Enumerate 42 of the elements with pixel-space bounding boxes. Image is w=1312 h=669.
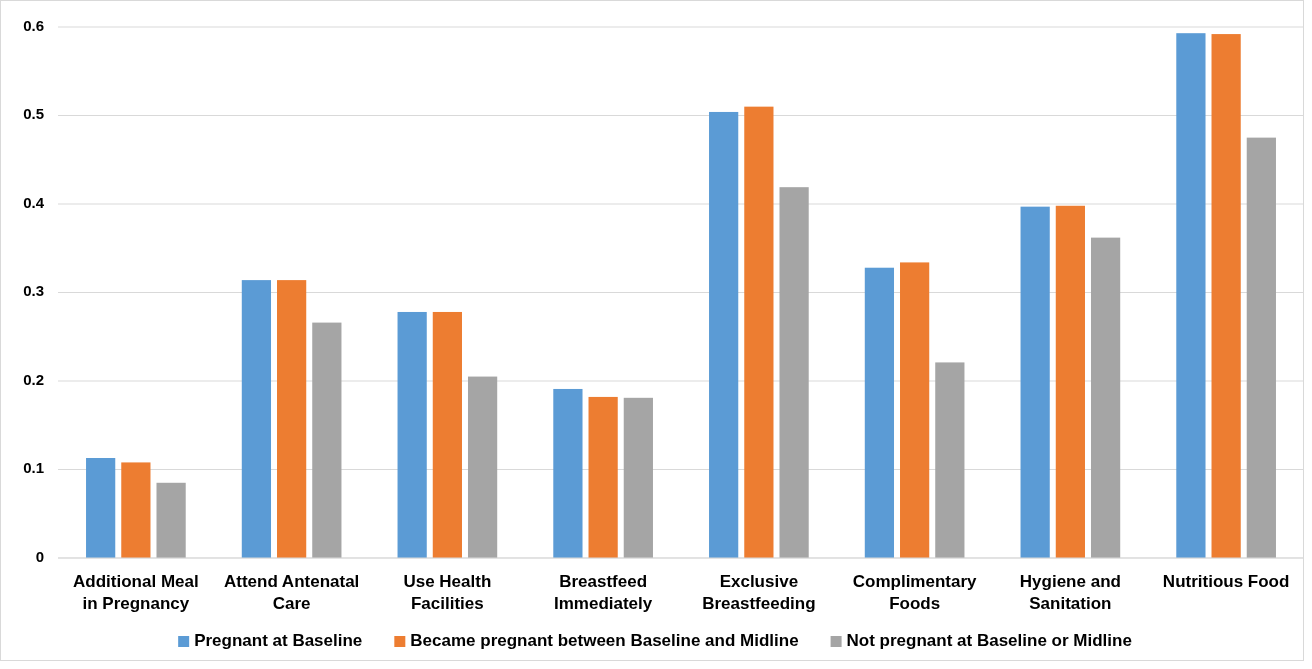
y-tick-label: 0.6: [23, 16, 44, 34]
x-tick-label: Exclusive Breastfeeding: [702, 572, 816, 613]
bar: [1020, 206, 1050, 558]
bar: [121, 462, 151, 558]
y-tick-label: 0: [35, 547, 44, 565]
bar: [397, 311, 427, 558]
bar: [864, 267, 895, 558]
legend-label: Pregnant at Baseline: [194, 631, 363, 651]
bar: [1246, 137, 1276, 558]
bar: [779, 187, 809, 558]
bar: [432, 311, 462, 558]
x-tick-label: Use Health Facilities: [403, 572, 492, 613]
bar: [935, 362, 965, 558]
bar: [1090, 237, 1121, 558]
bar: [86, 458, 116, 558]
x-tick-label: Complimentary Foods: [852, 572, 978, 613]
y-tick-label: 0.1: [23, 459, 44, 477]
bar: [1176, 33, 1206, 558]
x-tick-label: Hygiene and Sanitation: [1019, 572, 1121, 613]
bar: [1055, 205, 1085, 558]
bar: [467, 376, 498, 558]
bar: [241, 280, 272, 558]
bar: [1211, 34, 1241, 558]
bar: [900, 262, 930, 558]
bar: [588, 396, 618, 558]
bar: [709, 111, 739, 558]
bar: [156, 482, 186, 558]
bar: [623, 397, 653, 558]
x-tick-label: Additional Meal in Pregnancy: [73, 572, 199, 613]
y-tick-label: 0.5: [23, 105, 44, 123]
x-tick-label: Attend Antenatal Care: [223, 572, 360, 613]
bar: [312, 322, 342, 558]
x-tick-label: Nutritious Food: [1162, 572, 1290, 591]
bar: [744, 106, 774, 558]
y-tick-label: 0.3: [23, 282, 44, 300]
y-tick-label: 0.4: [23, 193, 45, 211]
legend-label: Not pregnant at Baseline or Midline: [846, 631, 1132, 651]
legend-label: Became pregnant between Baseline and Midline: [410, 631, 799, 651]
y-tick-label: 0.2: [23, 370, 44, 388]
bar: [277, 280, 307, 558]
x-tick-label: Breastfeed Immediately: [553, 572, 653, 613]
bar: [553, 388, 583, 558]
